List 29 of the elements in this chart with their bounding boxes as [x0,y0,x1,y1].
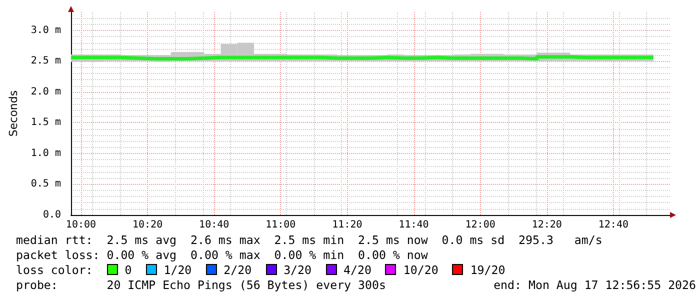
y-tick-label: 1.0 m [30,148,61,159]
text: 3/20 [284,263,312,277]
text: 0 [124,263,132,277]
y-axis-title: Seconds [7,90,20,137]
x-tick-label: 10:40 [199,220,230,230]
x-tick-label: 12:00 [465,220,496,230]
x-tick-label: 10:20 [132,220,163,230]
text: 4/20 [344,263,372,277]
x-tick-label: 10:00 [66,220,96,230]
text: 19/20 [470,263,506,277]
text: probe: 20 ICMP Echo Pings (56 Bytes) every 300s [16,278,386,292]
x-tick-label: 11:00 [266,220,296,230]
text: median rtt: 2.5 ms avg 2.6 ms max 2.5 ms min 2.5 ms now 0.0 ms sd 295.3 am/s [16,233,602,247]
x-tick-label: 11:20 [332,220,362,230]
text: 1/20 [164,263,192,277]
y-tick-label: 3.0 m [30,24,61,36]
text: loss color: [16,263,94,277]
x-tick-label: 12:20 [532,220,562,230]
x-tick-label: 12:40 [598,220,628,230]
text: 10/20 [403,263,438,277]
text: end: Mon Aug 17 12:56:55 2026 [494,278,696,293]
y-tick-label: 1.5 m [30,117,61,128]
y-tick-label: 2.5 m [30,56,61,67]
text: packet loss: 0.00 % avg 0.00 % max 0.00 % min 0.00 % now [16,248,428,262]
y-tick-label: 0.0 [42,210,61,220]
x-tick-label: 11:40 [398,220,429,230]
text: 2/20 [224,263,252,277]
y-tick-label: 2.0 m [30,86,61,98]
y-tick-label: 0.5 m [30,178,61,190]
